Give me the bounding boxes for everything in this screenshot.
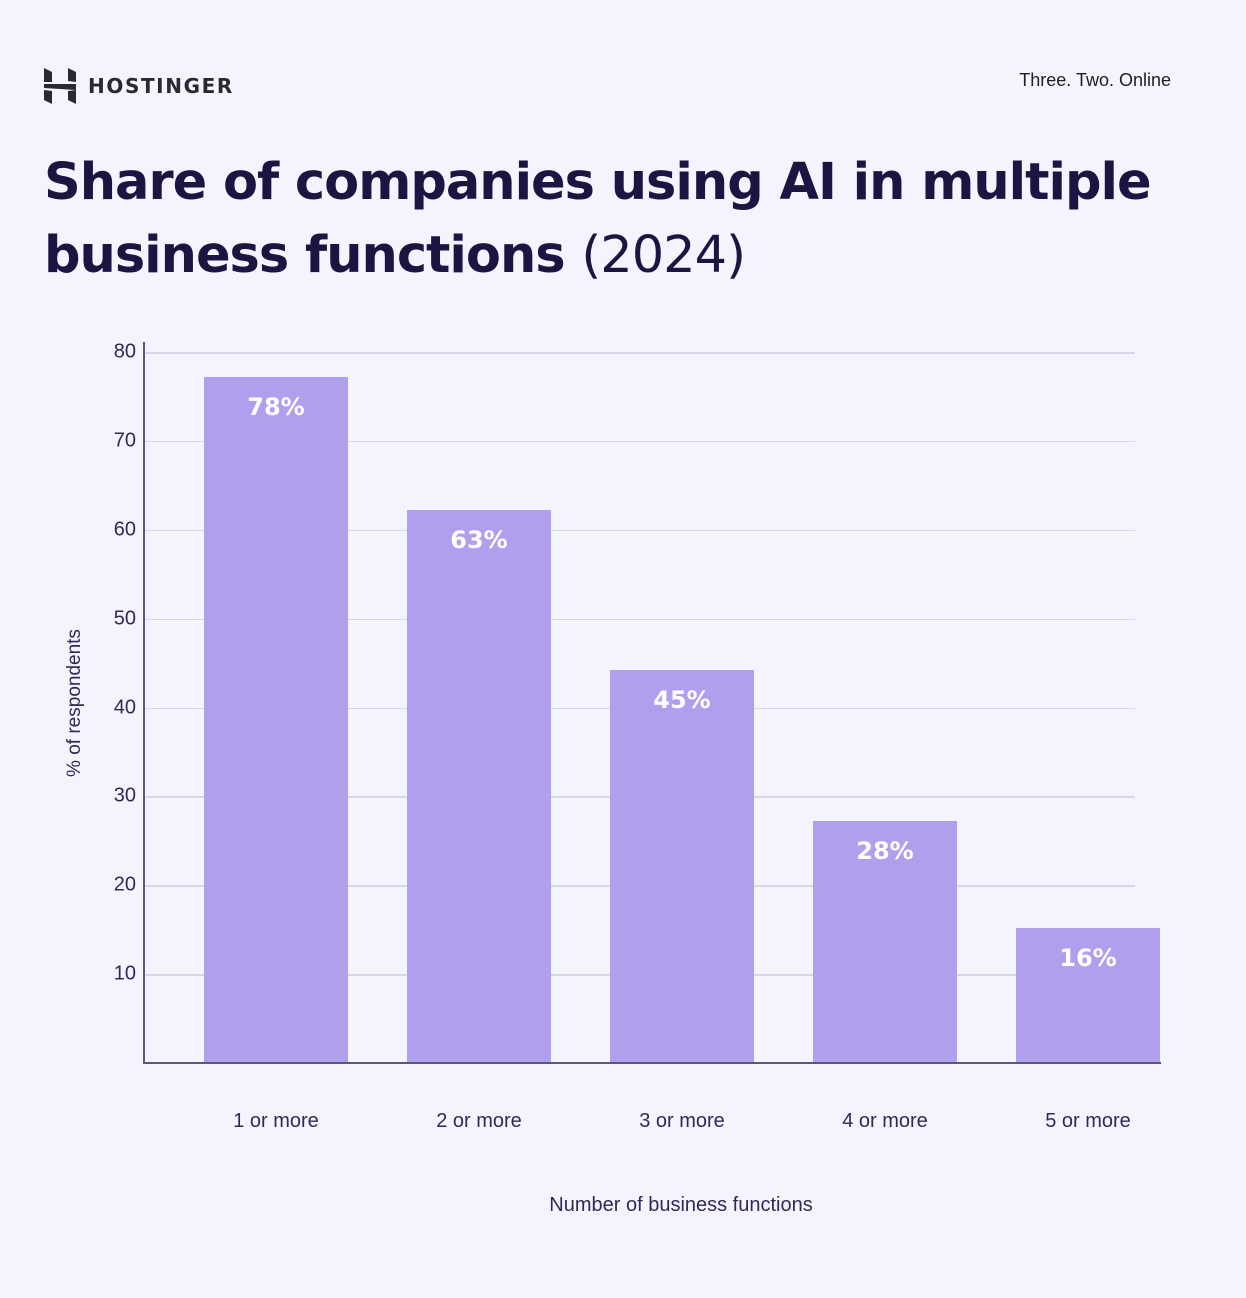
gridline: [145, 440, 1135, 443]
x-tick-label: 5 or more: [1045, 1110, 1131, 1132]
brand-name: HOSTINGER: [88, 74, 234, 98]
x-tick-label: 2 or more: [436, 1110, 522, 1132]
bar-value-label: 28%: [856, 837, 914, 866]
y-tick-label: 60: [113, 518, 136, 541]
bar-value-label: 78%: [247, 392, 305, 421]
hostinger-logo-icon: [44, 68, 76, 104]
y-tick-label: 10: [113, 962, 136, 985]
brand-logo: HOSTINGER: [44, 68, 234, 104]
y-tick-label: 30: [113, 784, 136, 807]
title-year: (2024): [581, 226, 746, 285]
gridline: [145, 618, 1135, 621]
y-tick-label: 40: [113, 696, 136, 718]
bar-1: [204, 376, 348, 1063]
x-tick-label: 1 or more: [233, 1110, 319, 1132]
chart-title: Share of companies using AI in multiple …: [44, 146, 1194, 292]
gridline: [145, 529, 1135, 532]
bar-value-label: 16%: [1059, 943, 1117, 972]
bar-5: [1016, 927, 1160, 1063]
y-tick-label: 20: [113, 873, 136, 896]
bar-value-label: 45%: [653, 686, 711, 715]
title-main: Share of companies using AI in multiple …: [44, 153, 1152, 285]
x-axis-label: Number of business functions: [549, 1194, 813, 1216]
tagline: Three. Two. Online: [1019, 70, 1171, 90]
x-tick-label: 3 or more: [639, 1110, 725, 1132]
y-tick-label: 50: [113, 607, 136, 630]
x-axis-line: [143, 1062, 1161, 1064]
bar-value-label: 63%: [450, 526, 508, 555]
bar-2: [407, 510, 551, 1063]
bar-3: [610, 670, 754, 1063]
bar-4: [813, 821, 957, 1063]
y-tick-label: 80: [113, 340, 136, 363]
x-tick-label: 4 or more: [842, 1110, 928, 1132]
y-tick-label: 70: [113, 429, 136, 452]
gridline: [145, 352, 1135, 354]
y-axis-line: [143, 342, 145, 1064]
